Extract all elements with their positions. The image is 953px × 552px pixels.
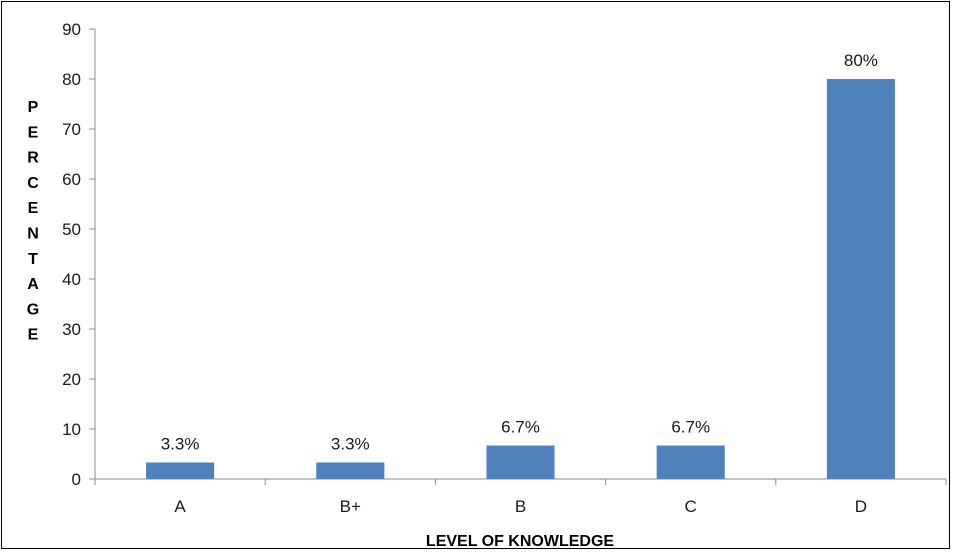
- y-tick-label: 80: [62, 70, 81, 89]
- y-tick-label: 30: [62, 320, 81, 339]
- y-tick-label: 50: [62, 220, 81, 239]
- x-tick-label: B+: [340, 497, 361, 516]
- x-tick-label: C: [685, 497, 697, 516]
- y-tick-label: 70: [62, 120, 81, 139]
- data-label: 3.3%: [161, 435, 200, 454]
- y-tick-label: 90: [62, 20, 81, 39]
- data-labels: 3.3% 3.3% 6.7% 6.7% 80%: [161, 51, 878, 454]
- x-tick-label: A: [174, 497, 186, 516]
- bar-c: [656, 445, 725, 479]
- y-axis: 0 10 20 30 40 50 60 70 80 90: [62, 20, 96, 489]
- x-tick-label: B: [515, 497, 526, 516]
- data-label: 80%: [844, 51, 878, 70]
- y-tick-label: 20: [62, 370, 81, 389]
- data-label: 3.3%: [331, 435, 370, 454]
- x-axis-title: LEVEL OF KNOWLEDGE: [426, 533, 614, 548]
- x-tick-label: D: [855, 497, 867, 516]
- x-axis: A B+ B C D: [94, 478, 947, 516]
- bar-a: [146, 462, 215, 479]
- y-tick-label: 40: [62, 270, 81, 289]
- data-label: 6.7%: [671, 418, 710, 437]
- y-tick-label: 10: [62, 420, 81, 439]
- bar-b: [486, 445, 555, 479]
- bars: [146, 79, 895, 479]
- axis-titles: LEVEL OF KNOWLEDGE P E R C E N T A G E: [27, 99, 615, 548]
- y-tick-label: 60: [62, 170, 81, 189]
- bar-b-plus: [316, 462, 385, 479]
- bar-d: [826, 79, 895, 479]
- y-tick-label: 0: [72, 470, 81, 489]
- data-label: 6.7%: [501, 418, 540, 437]
